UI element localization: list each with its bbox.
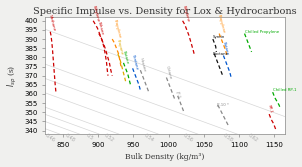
Text: RP-1: RP-1 xyxy=(267,105,273,114)
Text: Octane: Octane xyxy=(164,65,172,79)
Text: Chilled RP-1: Chilled RP-1 xyxy=(273,88,296,92)
Text: Boctane: Boctane xyxy=(213,52,229,56)
Text: 0.62: 0.62 xyxy=(247,132,259,143)
Text: Chilled Propylene: Chilled Propylene xyxy=(245,30,279,34)
Text: Propylene: Propylene xyxy=(112,19,121,39)
Text: 0.54: 0.54 xyxy=(143,132,155,143)
X-axis label: Bulk Density (kg/m³): Bulk Density (kg/m³) xyxy=(125,153,205,161)
Text: Butane: Butane xyxy=(122,50,130,65)
Text: Ethylene: Ethylene xyxy=(181,5,189,23)
Text: Pentane: Pentane xyxy=(130,54,139,70)
Text: Ethylene: Ethylene xyxy=(92,5,100,23)
Text: Hexane: Hexane xyxy=(139,57,146,72)
Y-axis label: $I_{sp}$ (s): $I_{sp}$ (s) xyxy=(5,64,19,87)
Text: Propane: Propane xyxy=(116,39,124,56)
Title: Specific Impulse vs. Density for Lox & Hydrocarbons: Specific Impulse vs. Density for Lox & H… xyxy=(33,7,297,16)
Text: Methane: Methane xyxy=(47,14,56,32)
Text: JP-1: JP-1 xyxy=(175,90,181,98)
Text: 0.58: 0.58 xyxy=(222,132,233,143)
Text: JP-10 *: JP-10 * xyxy=(216,103,230,107)
Text: 0.5: 0.5 xyxy=(85,132,94,141)
Text: Syntin: Syntin xyxy=(213,35,225,39)
Text: 0.52: 0.52 xyxy=(104,132,115,143)
Text: 0.48: 0.48 xyxy=(64,132,76,143)
Text: Ethane: Ethane xyxy=(97,21,104,35)
Text: Propylene: Propylene xyxy=(217,14,226,34)
Text: 0.46: 0.46 xyxy=(44,132,56,143)
Text: Butane: Butane xyxy=(221,41,229,56)
Text: 0.56: 0.56 xyxy=(182,132,194,143)
